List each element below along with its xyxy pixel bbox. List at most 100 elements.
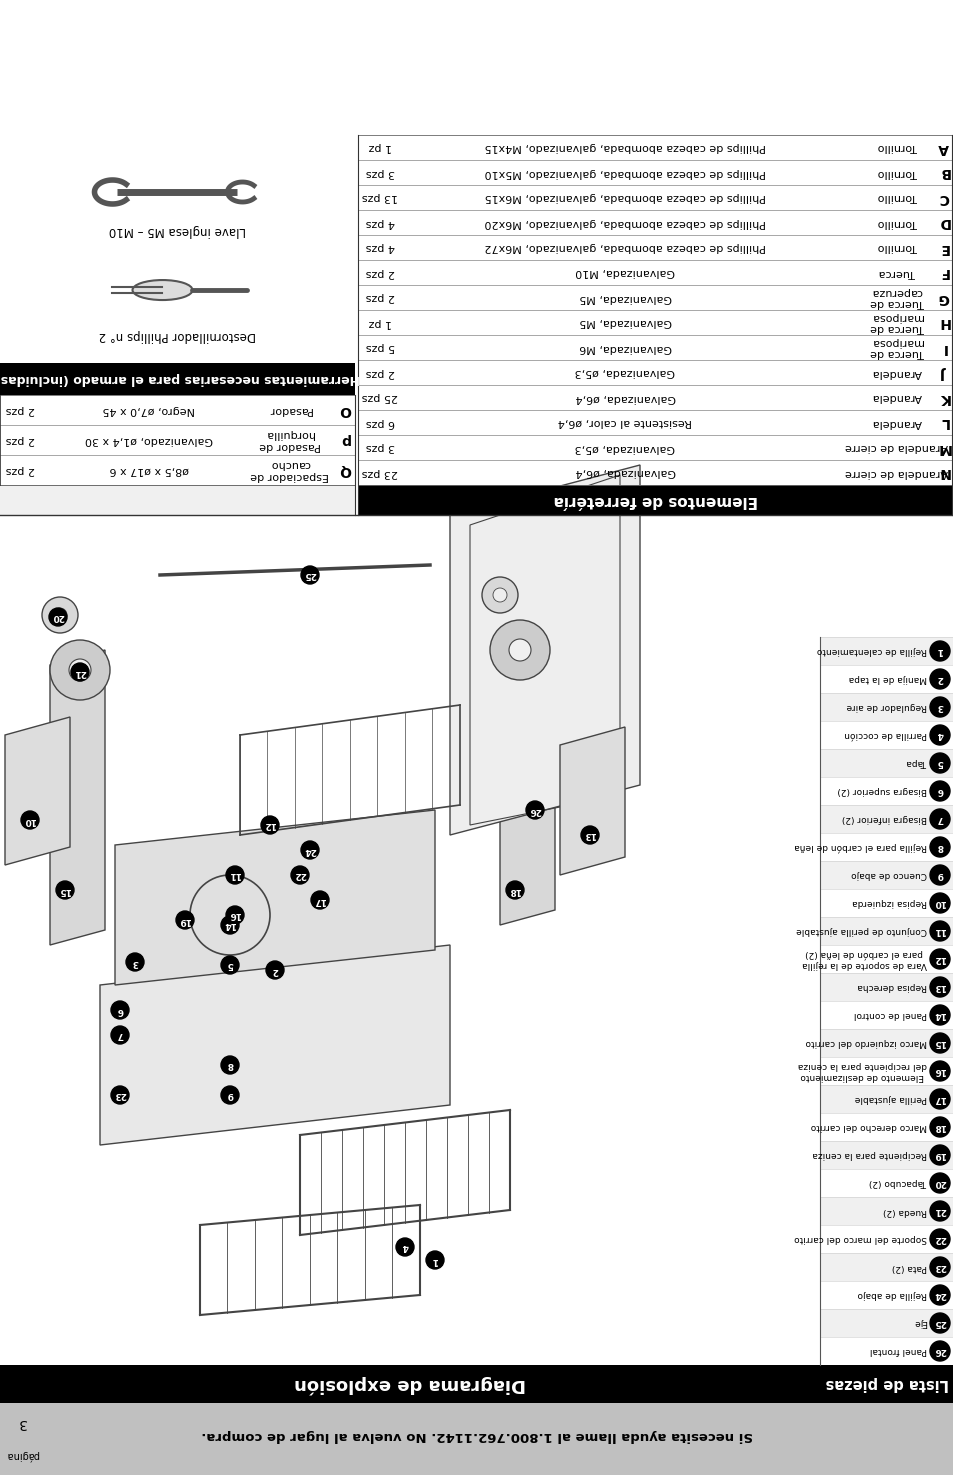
Text: 13: 13 — [583, 830, 596, 839]
Text: 10: 10 — [24, 816, 36, 825]
Text: H: H — [937, 316, 949, 329]
Text: Eje: Eje — [912, 1319, 926, 1328]
Text: Panel frontal: Panel frontal — [869, 1347, 926, 1356]
Text: 4: 4 — [401, 1242, 408, 1251]
Circle shape — [493, 589, 506, 602]
Bar — [0, 485, 355, 515]
Text: 25 pzs: 25 pzs — [361, 392, 397, 403]
Circle shape — [395, 1238, 414, 1257]
Text: 5: 5 — [227, 960, 233, 969]
Text: 18: 18 — [508, 885, 520, 894]
Bar — [820, 917, 953, 945]
Text: Arandela de cierre: Arandela de cierre — [844, 468, 947, 478]
Text: Galvanizada, ø5,3: Galvanizada, ø5,3 — [575, 442, 675, 453]
Text: 1 pz: 1 pz — [368, 317, 392, 327]
Text: Soporte del marco del carrito: Soporte del marco del carrito — [793, 1235, 926, 1243]
Text: 2 pzs: 2 pzs — [365, 267, 395, 277]
Bar — [820, 974, 953, 1002]
Text: 11: 11 — [933, 926, 945, 935]
Text: Lista de piezas: Lista de piezas — [824, 1376, 947, 1391]
Circle shape — [111, 1002, 129, 1019]
Text: A: A — [938, 140, 948, 155]
Text: Phillips de cabeza abombada, galvanizado, M6x15: Phillips de cabeza abombada, galvanizado… — [484, 193, 765, 202]
Circle shape — [929, 754, 949, 773]
Text: 22: 22 — [933, 1235, 945, 1243]
Circle shape — [929, 1229, 949, 1249]
Text: Galvanizada, M6: Galvanizada, M6 — [578, 342, 671, 353]
Circle shape — [56, 881, 74, 898]
Circle shape — [311, 891, 329, 909]
Text: Repisa izquierda: Repisa izquierda — [851, 898, 926, 907]
Text: Phillips de cabeza abombada, galvanizado, M6x72: Phillips de cabeza abombada, galvanizado… — [484, 242, 765, 252]
Circle shape — [929, 1032, 949, 1053]
Text: Vara de soporte de la rejilla
para el carbón de leña (2): Vara de soporte de la rejilla para el ca… — [801, 948, 926, 969]
Text: 3 pzs: 3 pzs — [365, 442, 395, 453]
Text: Llave inglesa M5 – M10: Llave inglesa M5 – M10 — [109, 224, 246, 237]
Text: Diagrama de explosión: Diagrama de explosión — [294, 1375, 525, 1394]
Circle shape — [111, 1027, 129, 1044]
Text: Marco derecho del carrito: Marco derecho del carrito — [810, 1122, 926, 1131]
Circle shape — [929, 670, 949, 689]
Text: Rejilla de calentamiento: Rejilla de calentamiento — [816, 646, 926, 655]
Polygon shape — [100, 945, 450, 1145]
Text: 2 pzs: 2 pzs — [6, 406, 34, 414]
Bar — [820, 805, 953, 833]
Bar — [820, 693, 953, 721]
Bar — [820, 1086, 953, 1114]
Bar — [0, 515, 820, 1364]
Text: Elementos de ferretéría: Elementos de ferretéría — [553, 493, 758, 507]
Circle shape — [221, 1086, 239, 1103]
Text: 21: 21 — [933, 1207, 945, 1215]
Circle shape — [929, 948, 949, 969]
Text: 11: 11 — [229, 870, 241, 879]
Text: 2: 2 — [936, 674, 943, 683]
Bar — [820, 1142, 953, 1170]
Text: Marco izquierdo del carrito: Marco izquierdo del carrito — [804, 1038, 926, 1047]
Circle shape — [69, 659, 91, 681]
Circle shape — [126, 953, 144, 971]
Text: 17: 17 — [933, 1094, 945, 1103]
Polygon shape — [499, 630, 555, 925]
Text: 3: 3 — [936, 702, 943, 711]
Text: Regulador de aire: Regulador de aire — [845, 702, 926, 711]
Text: O: O — [338, 403, 351, 417]
Circle shape — [21, 811, 39, 829]
Circle shape — [505, 881, 523, 898]
Text: 23 pzs: 23 pzs — [361, 468, 397, 478]
Circle shape — [71, 662, 89, 681]
Text: 25: 25 — [303, 571, 315, 580]
Text: F: F — [939, 266, 947, 279]
Circle shape — [929, 836, 949, 857]
Text: Perilla ajustable: Perilla ajustable — [854, 1094, 926, 1103]
Text: 20: 20 — [51, 612, 64, 621]
Text: 5: 5 — [936, 758, 943, 767]
Text: Panel de control: Panel de control — [853, 1010, 926, 1019]
Text: Galvanizado, ø1,4 x 30: Galvanizado, ø1,4 x 30 — [85, 435, 213, 445]
Circle shape — [261, 816, 278, 833]
Text: 2 pzs: 2 pzs — [6, 465, 34, 475]
Text: Galvanizada, ø6,4: Galvanizada, ø6,4 — [575, 468, 675, 478]
Text: 21: 21 — [73, 668, 86, 677]
Text: 14: 14 — [223, 920, 236, 929]
Text: 3 pzs: 3 pzs — [365, 168, 395, 177]
Circle shape — [291, 866, 309, 884]
Text: Cuenco de abajo: Cuenco de abajo — [850, 870, 926, 879]
Circle shape — [929, 698, 949, 717]
Circle shape — [929, 1257, 949, 1277]
Text: 2 pzs: 2 pzs — [365, 367, 395, 378]
Text: 16: 16 — [229, 910, 241, 919]
Text: Tornillo: Tornillo — [877, 193, 916, 202]
Text: 5 pzs: 5 pzs — [365, 342, 395, 353]
Text: ø8,5 x ø17 x 6: ø8,5 x ø17 x 6 — [110, 465, 189, 475]
Text: 13 pzs: 13 pzs — [361, 193, 397, 202]
Text: 6 pzs: 6 pzs — [365, 417, 395, 428]
Text: 1: 1 — [936, 646, 943, 655]
Text: Arandela de cierre: Arandela de cierre — [844, 442, 947, 453]
Bar — [820, 1308, 953, 1336]
Circle shape — [111, 1086, 129, 1103]
Text: G: G — [938, 291, 948, 304]
Text: 7: 7 — [116, 1031, 123, 1040]
Circle shape — [49, 608, 67, 625]
Text: 13: 13 — [933, 982, 945, 991]
Text: M: M — [936, 441, 950, 454]
